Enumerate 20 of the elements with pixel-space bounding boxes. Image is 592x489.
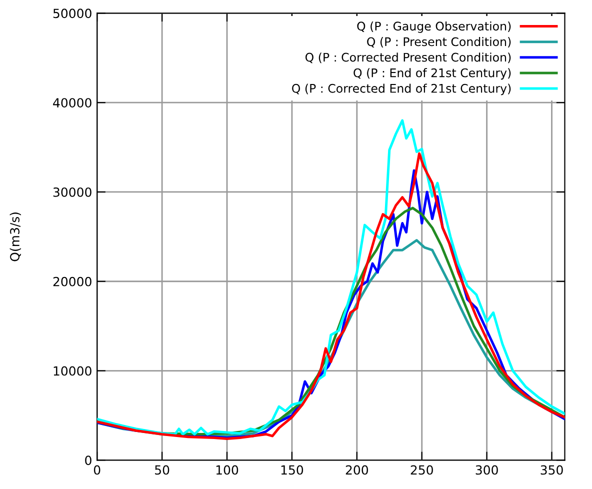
legend-label: Q (P : Gauge Observation) [357, 21, 511, 33]
y-tick-label: 50000 [53, 8, 92, 18]
legend-label: Q (P : End of 21st Century) [354, 68, 511, 80]
legend-label: Q (P : Corrected Present Condition) [305, 52, 511, 64]
y-tick-label: 30000 [53, 187, 92, 197]
x-tick-label: 200 [346, 465, 368, 475]
x-tick-label: 50 [155, 465, 170, 475]
legend-label: Q (P : Present Condition) [367, 37, 511, 48]
x-tick-label: 350 [540, 465, 563, 475]
y-tick-label: 40000 [53, 98, 92, 108]
y-tick-label: 20000 [53, 276, 92, 286]
legend-label: Q (P : Corrected End of 21st Century) [292, 84, 511, 96]
x-tick-label: 250 [410, 465, 433, 475]
x-tick-label: 0 [94, 465, 100, 475]
y-tick-label: 10000 [54, 366, 92, 376]
y-axis-title: Q(m3/s) [10, 212, 21, 262]
x-tick-label: 150 [281, 465, 304, 475]
y-tick-label: 0 [85, 456, 92, 466]
x-tick-label: 300 [476, 465, 498, 475]
x-tick-label: 100 [216, 465, 238, 475]
